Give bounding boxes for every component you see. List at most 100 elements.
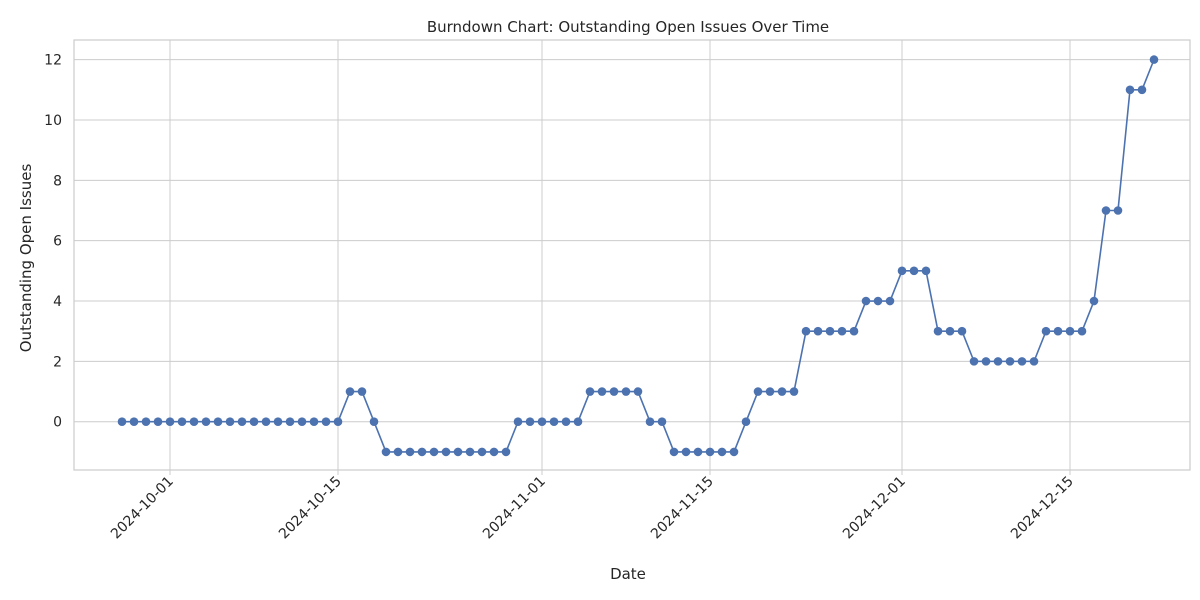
y-axis-label: Outstanding Open Issues (17, 164, 35, 353)
data-point (1137, 85, 1147, 95)
data-point (153, 417, 163, 427)
data-point (213, 417, 223, 427)
y-tick-label: 4 (53, 294, 62, 310)
data-point (333, 417, 343, 427)
data-point (717, 447, 727, 457)
data-point (237, 417, 247, 427)
data-point (489, 447, 499, 457)
data-point (117, 417, 127, 427)
data-point (201, 417, 211, 427)
data-point (273, 417, 283, 427)
data-point (681, 447, 691, 457)
data-point (597, 387, 607, 396)
data-point (993, 357, 1003, 366)
data-point (741, 417, 751, 427)
data-point (357, 387, 367, 396)
data-point (501, 447, 511, 457)
data-point (297, 417, 307, 427)
data-point (825, 326, 835, 336)
data-point (1125, 85, 1135, 95)
y-tick-label: 0 (53, 415, 62, 431)
y-tick-label: 2 (53, 354, 62, 370)
data-point (465, 447, 475, 457)
y-tick-label: 8 (53, 173, 62, 189)
data-point (801, 326, 811, 336)
data-point (369, 417, 379, 427)
x-tick-label: 2024-11-15 (648, 474, 717, 543)
data-point (921, 266, 931, 276)
data-point (225, 417, 235, 427)
data-point (861, 296, 871, 306)
x-tick-label: 2024-11-01 (480, 474, 549, 543)
data-point (705, 447, 715, 457)
data-point (957, 326, 967, 336)
data-point (1065, 326, 1075, 336)
data-point (1101, 206, 1111, 215)
data-point (129, 417, 139, 427)
data-point (141, 417, 151, 427)
data-point (585, 387, 595, 396)
data-point (441, 447, 451, 457)
data-point (1149, 55, 1159, 64)
y-tick-label: 12 (44, 53, 62, 69)
data-point (1077, 326, 1087, 336)
data-point (189, 417, 199, 427)
data-point (513, 417, 523, 427)
data-point (561, 417, 571, 427)
data-point (885, 296, 895, 306)
data-point (909, 266, 919, 276)
data-point (1113, 206, 1123, 215)
data-point (753, 387, 763, 396)
data-point (777, 387, 787, 396)
data-point (417, 447, 427, 457)
y-tick-label: 6 (53, 234, 62, 250)
data-point (381, 447, 391, 457)
data-point (165, 417, 175, 427)
data-point (693, 447, 703, 457)
data-point (945, 326, 955, 336)
data-point (1017, 357, 1027, 366)
chart-title: Burndown Chart: Outstanding Open Issues … (427, 18, 829, 36)
data-point (1053, 326, 1063, 336)
data-point (813, 326, 823, 336)
data-point (309, 417, 319, 427)
data-point (789, 387, 799, 396)
data-point (573, 417, 583, 427)
data-point (177, 417, 187, 427)
series-layer (117, 55, 1159, 457)
tick-layer: 0 2 4 6 8 10 12 2024-10-01 2024-10-15 2024-11-01 2… (44, 53, 1077, 543)
data-point (525, 417, 535, 427)
data-point (393, 447, 403, 457)
data-point (837, 326, 847, 336)
data-point (453, 447, 463, 457)
data-point (657, 417, 667, 427)
data-point (729, 447, 739, 457)
plot-frame (73, 39, 1191, 471)
data-point (1041, 326, 1051, 336)
data-point (261, 417, 271, 427)
x-axis-label: Date (610, 565, 646, 583)
data-point (1005, 357, 1015, 366)
data-point (897, 266, 907, 276)
data-point (405, 447, 415, 457)
data-point (477, 447, 487, 457)
grid-layer (74, 40, 1190, 470)
data-point (609, 387, 619, 396)
data-point (645, 417, 655, 427)
data-point (249, 417, 259, 427)
data-point (765, 387, 775, 396)
data-point (1029, 357, 1039, 366)
data-point (873, 296, 883, 306)
data-point (345, 387, 355, 396)
data-point (429, 447, 439, 457)
x-tick-label: 2024-10-01 (108, 474, 177, 543)
data-point (849, 326, 859, 336)
y-tick-label: 10 (44, 113, 62, 129)
data-point (1089, 296, 1099, 306)
x-tick-label: 2024-12-01 (840, 474, 909, 543)
x-tick-label: 2024-10-15 (276, 474, 345, 543)
data-point (621, 387, 631, 396)
data-point (549, 417, 559, 427)
data-point (285, 417, 295, 427)
